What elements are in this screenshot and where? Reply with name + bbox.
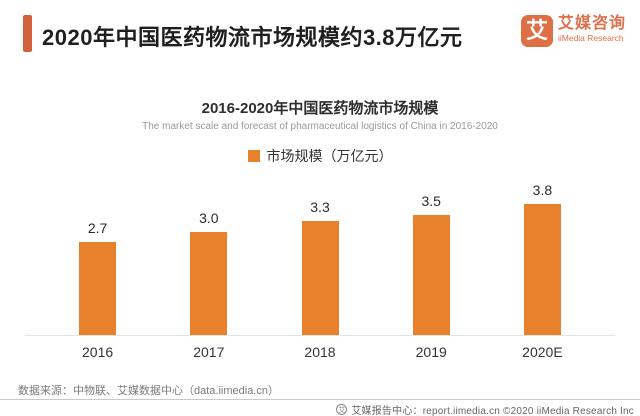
plot-area: 2.7 3.0 3.3 3.5 3.8 [42, 178, 598, 335]
bar-column: 2.7 [42, 178, 153, 335]
brand-name-cn: 艾媒咨询 [557, 15, 626, 32]
page-title: 2020年中国医药物流市场规模约3.8万亿元 [42, 25, 463, 50]
x-axis-label: 2018 [304, 344, 336, 360]
bar [523, 204, 561, 335]
brand-name-en: iiMedia Research [557, 32, 624, 43]
x-axis-line [25, 335, 615, 336]
footer-divider [0, 399, 640, 400]
bar [79, 242, 117, 335]
iimedia-footer-logo-icon: 艾 [336, 404, 348, 415]
chart-legend: 市场规模（万亿元） [0, 146, 640, 166]
bar-column: 3.0 [153, 178, 264, 335]
bar-value-label: 3.5 [421, 193, 441, 209]
bar-column: 3.8 [487, 178, 598, 335]
brand-logo: 艾 艾媒咨询 iiMedia Research [520, 15, 626, 47]
chart-title: 2016-2020年中国医药物流市场规模 [201, 100, 439, 117]
x-axis-label: 2017 [193, 344, 225, 360]
bar-value-label: 3.0 [199, 210, 219, 226]
bar [301, 221, 339, 335]
footer: 艾 艾媒报告中心：report.iimedia.cn ©2020 iiMedia… [336, 402, 634, 416]
bar [190, 232, 228, 335]
legend-swatch-icon [247, 150, 260, 162]
bar [412, 215, 450, 335]
data-source-note: 数据来源：中物联、艾媒数据中心（data.iimedia.cn） [18, 385, 279, 397]
bar-value-label: 2.7 [87, 220, 108, 236]
x-axis-label: 2020E [522, 344, 563, 360]
chart-subtitle: The market scale and forecast of pharmac… [142, 121, 498, 132]
footer-text: 艾媒报告中心：report.iimedia.cn ©2020 iiMedia R… [351, 406, 634, 416]
x-axis-label: 2016 [82, 344, 114, 360]
plot-wrap: 2.7 3.0 3.3 3.5 3.8 [25, 178, 615, 336]
iimedia-logo-icon: 艾 [520, 15, 553, 47]
x-axis-label: 2019 [415, 344, 447, 360]
legend-label: 市场规模（万亿元） [266, 148, 393, 164]
x-axis-labels: 2016 2017 2018 2019 2020E [42, 344, 598, 360]
bar-column: 3.3 [264, 178, 375, 335]
bar-value-label: 3.8 [532, 182, 553, 198]
brand-text: 艾媒咨询 iiMedia Research [558, 15, 626, 44]
title-accent-bar [23, 15, 32, 52]
bar-column: 3.5 [376, 178, 487, 335]
bar-value-label: 3.3 [310, 199, 330, 215]
header: 2020年中国医药物流市场规模约3.8万亿元 艾 艾媒咨询 iiMedia Re… [0, 0, 640, 64]
